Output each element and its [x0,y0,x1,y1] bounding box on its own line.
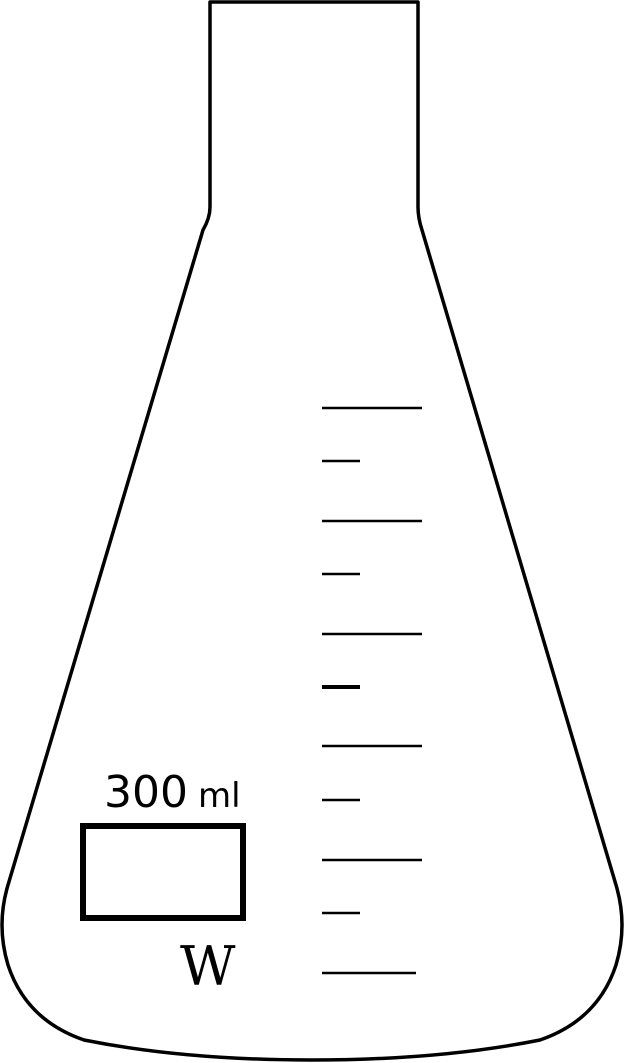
brand-mark: W [180,935,236,998]
marking-area-box [80,823,246,921]
capacity-unit: ml [198,776,241,816]
graduation-marks [322,406,422,975]
capacity-label: 300 ml [104,767,241,818]
capacity-value: 300 [104,767,188,818]
